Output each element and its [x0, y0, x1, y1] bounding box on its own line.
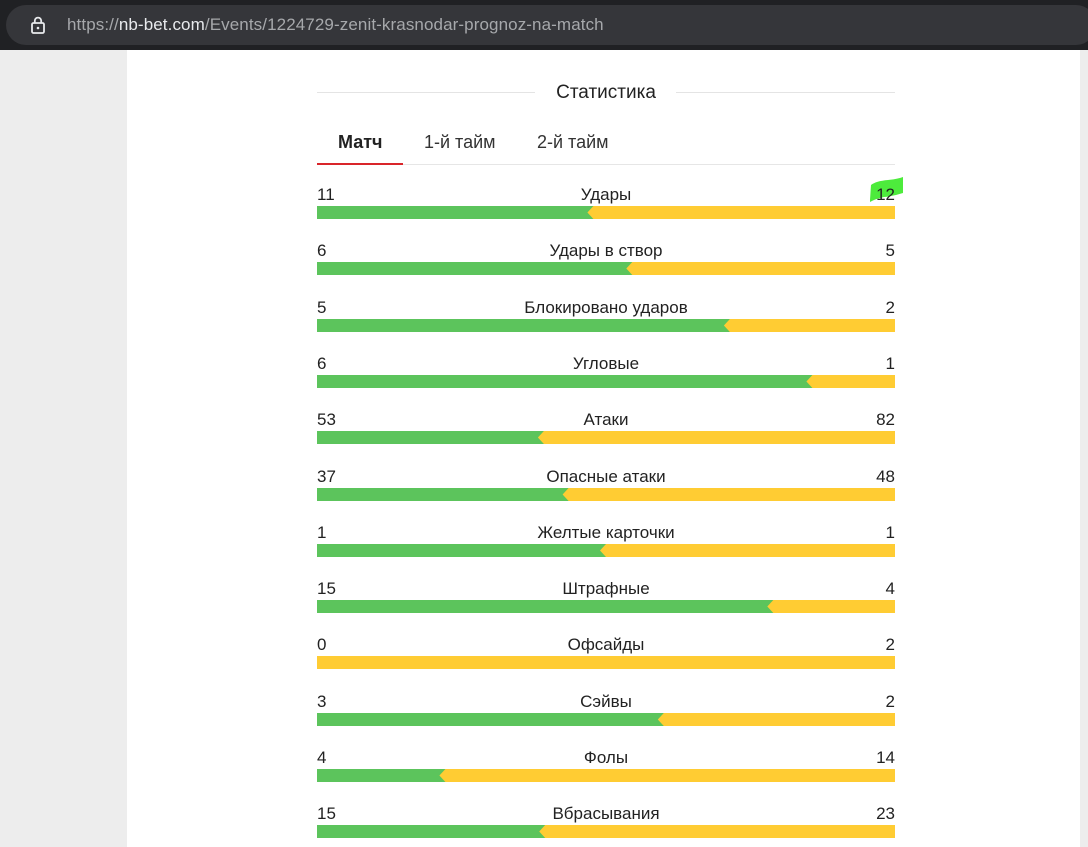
home-value: 15 — [317, 804, 336, 823]
home-value: 6 — [317, 241, 327, 260]
stat-label: Офсайды — [567, 635, 645, 654]
stat-bar — [317, 206, 895, 219]
highlighter-mark — [870, 177, 903, 202]
stat-row: Вбрасывания 15 23 — [317, 803, 895, 843]
home-value: 1 — [317, 523, 327, 542]
away-value: 23 — [876, 804, 895, 823]
active-tab-indicator — [317, 163, 403, 165]
home-value: 15 — [317, 579, 336, 598]
stat-label: Удары в створ — [549, 241, 663, 260]
stat-bar — [317, 825, 895, 838]
stat-label: Сэйвы — [580, 692, 632, 711]
away-value: 5 — [885, 241, 895, 260]
home-bar-segment — [317, 825, 546, 838]
stat-label: Удары — [580, 185, 632, 204]
home-bar-segment — [317, 488, 569, 501]
stat-row: Угловые 6 1 — [317, 353, 895, 393]
stat-row: Штрафные 15 4 — [317, 578, 895, 618]
away-value: 2 — [885, 298, 895, 317]
stat-label: Атаки — [583, 410, 629, 429]
home-value: 37 — [317, 467, 336, 486]
title-divider-right — [676, 92, 895, 93]
home-bar-segment — [317, 769, 446, 782]
home-bar-segment — [317, 544, 606, 557]
period-tabs: Матч 1-й тайм 2-й тайм — [317, 122, 895, 165]
stat-bar — [317, 431, 895, 444]
stat-bar — [317, 375, 895, 388]
stat-row: Сэйвы 3 2 — [317, 691, 895, 731]
address-bar[interactable] — [6, 5, 1088, 45]
stat-bar — [317, 713, 895, 726]
home-bar-segment — [317, 262, 633, 275]
tab-match[interactable]: Матч — [338, 132, 383, 152]
url-scheme: https:// — [67, 15, 119, 34]
stat-row: Опасные атаки 37 48 — [317, 466, 895, 506]
stat-bar — [317, 319, 895, 332]
stat-row: Желтые карточки 1 1 — [317, 522, 895, 562]
home-value: 11 — [317, 185, 335, 204]
away-value: 4 — [885, 579, 895, 598]
stat-bar — [317, 600, 895, 613]
stat-row: Офсайды 0 2 — [317, 634, 895, 674]
stat-label: Фолы — [583, 748, 629, 767]
home-bar-segment — [317, 713, 664, 726]
stat-label: Угловые — [572, 354, 640, 373]
title-divider-left — [317, 92, 535, 93]
lock-icon[interactable] — [28, 15, 48, 35]
away-value: 1 — [885, 523, 895, 542]
home-value: 4 — [317, 748, 327, 767]
stat-label: Блокировано ударов — [524, 298, 688, 317]
url-text[interactable]: https://nb-bet.com/Events/1224729-zenit-… — [67, 14, 604, 36]
url-domain: nb-bet.com — [118, 15, 205, 34]
stat-row: Блокировано ударов 5 2 — [317, 297, 895, 337]
stat-row: Атаки 53 82 — [317, 409, 895, 449]
away-bar-segment — [317, 656, 895, 669]
stat-bar — [317, 488, 895, 501]
stat-bar — [317, 544, 895, 557]
home-bar-segment — [317, 206, 594, 219]
away-bar-segment — [317, 769, 895, 782]
home-bar-segment — [317, 600, 774, 613]
stat-bar — [317, 656, 895, 669]
stat-bar — [317, 262, 895, 275]
away-value: 82 — [876, 410, 895, 429]
stat-label: Вбрасывания — [552, 804, 660, 823]
url-path: /Events/1224729-zenit-krasnodar-prognoz-… — [204, 15, 604, 34]
away-value: 48 — [876, 467, 895, 486]
home-value: 6 — [317, 354, 327, 373]
section-title: Статистика — [317, 81, 895, 105]
browser-toolbar: https://nb-bet.com/Events/1224729-zenit-… — [0, 0, 1088, 50]
home-bar-segment — [317, 319, 730, 332]
stat-bar — [317, 769, 895, 782]
stat-row: Удары 11 12 — [317, 177, 903, 224]
away-value: 14 — [876, 748, 895, 767]
home-value: 3 — [317, 692, 327, 711]
away-value: 2 — [885, 692, 895, 711]
home-bar-segment — [317, 375, 813, 388]
home-bar-segment — [317, 431, 544, 444]
home-value: 0 — [317, 635, 327, 654]
stat-label: Желтые карточки — [537, 523, 675, 542]
stat-label: Штрафные — [562, 579, 650, 598]
tab-first-half[interactable]: 1-й тайм — [424, 132, 496, 152]
away-value: 1 — [885, 354, 895, 373]
stat-label: Опасные атаки — [546, 467, 666, 486]
home-value: 53 — [317, 410, 336, 429]
away-value: 2 — [885, 635, 895, 654]
tab-second-half[interactable]: 2-й тайм — [537, 132, 609, 152]
away-value: 12 — [876, 185, 895, 204]
stat-row: Фолы 4 14 — [317, 747, 895, 787]
stat-row: Удары в створ 6 5 — [317, 240, 895, 280]
home-value: 5 — [317, 298, 327, 317]
